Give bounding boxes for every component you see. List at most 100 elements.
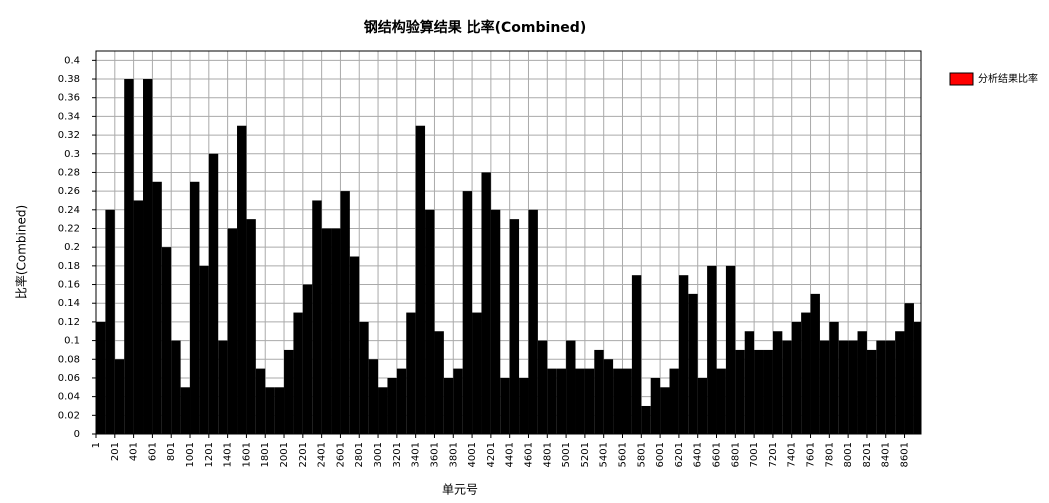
x-tick-label: 6801 [730, 442, 741, 467]
y-tick-label: 0.18 [58, 261, 80, 272]
x-tick-label: 8201 [862, 442, 873, 467]
bar [763, 349, 773, 434]
x-tick-label: 5601 [617, 442, 628, 467]
bar [735, 349, 745, 434]
bar [772, 331, 783, 434]
y-tick-label: 0.02 [58, 410, 80, 421]
x-tick-label: 5801 [636, 442, 647, 467]
x-tick-label: 4201 [486, 442, 497, 467]
bar [199, 265, 209, 434]
y-tick-label: 0.22 [58, 223, 80, 234]
bar [180, 387, 191, 434]
bar [697, 377, 708, 434]
y-tick-label: 0.04 [58, 392, 80, 403]
x-tick-label: 2001 [279, 442, 290, 467]
bar [810, 293, 820, 434]
x-tick-label: 1401 [223, 442, 234, 467]
bar [171, 340, 181, 434]
bar [368, 359, 379, 434]
x-tick-label: 3601 [429, 442, 440, 467]
x-tick-label: 8601 [900, 442, 911, 467]
bar [406, 312, 416, 434]
bar [349, 256, 360, 434]
x-tick-label: 1 [91, 442, 102, 448]
y-tick-label: 0 [74, 429, 80, 440]
bar [876, 340, 886, 434]
bar [114, 359, 125, 434]
y-tick-label: 0.2 [64, 242, 80, 253]
y-tick-label: 0.4 [64, 55, 80, 66]
bar [801, 312, 811, 434]
bar [857, 331, 867, 434]
x-axis-label: 单元号 [442, 483, 478, 497]
plot-frame [95, 50, 922, 435]
bar [331, 228, 341, 434]
bar [190, 181, 200, 434]
bar [340, 191, 350, 434]
x-tick-label: 3001 [373, 442, 384, 467]
x-tick-label: 3801 [448, 442, 459, 467]
bar [453, 368, 463, 434]
bar [791, 321, 802, 434]
bar [472, 312, 482, 434]
bar [396, 368, 407, 434]
bar [725, 265, 736, 434]
bar [669, 368, 679, 434]
x-tick-label: 2201 [298, 442, 309, 467]
bar [904, 303, 914, 434]
legend-swatch [949, 72, 974, 86]
bar [237, 125, 247, 435]
x-tick-label: 5401 [599, 442, 610, 467]
bar [829, 321, 839, 434]
bar [584, 368, 595, 434]
bar [650, 377, 661, 434]
y-axis-label: 比率(Combined) [14, 205, 29, 299]
bar [312, 200, 322, 434]
y-tick-label: 0.28 [58, 167, 80, 178]
bar [293, 312, 303, 434]
bar [819, 340, 830, 434]
x-tick-label: 7201 [768, 442, 779, 467]
x-tick-label: 601 [147, 442, 158, 461]
bar [744, 331, 755, 434]
bar [227, 228, 238, 434]
x-tick-label: 4601 [523, 442, 534, 467]
bar [885, 340, 896, 434]
bar [566, 340, 576, 434]
x-tick-label: 7801 [824, 442, 835, 467]
x-tick-label: 2401 [317, 442, 328, 467]
x-tick-label: 7401 [787, 442, 798, 467]
x-tick-label: 7601 [806, 442, 817, 467]
bar [152, 181, 162, 434]
x-tick-label: 6001 [655, 442, 666, 467]
bar [613, 368, 623, 434]
bar [378, 387, 388, 434]
bar [246, 219, 256, 434]
x-tick-label: 1601 [241, 442, 252, 467]
bar [302, 284, 313, 434]
y-tick-label: 0.1 [64, 336, 80, 347]
x-tick-label: 1001 [185, 442, 196, 467]
x-tick-label: 7001 [749, 442, 760, 467]
y-tick-label: 0.3 [64, 149, 80, 160]
x-tick-label: 201 [110, 442, 121, 461]
bar [387, 377, 397, 434]
x-tick-label: 1201 [204, 442, 215, 467]
bar [284, 349, 294, 434]
bar [556, 368, 567, 434]
bar [509, 219, 520, 434]
bar [782, 340, 792, 434]
bar [274, 387, 285, 434]
x-tick-label: 5001 [561, 442, 572, 467]
bar [528, 209, 538, 434]
bar [895, 331, 905, 434]
x-tick-label: 8001 [843, 442, 854, 467]
bar [481, 172, 491, 434]
x-tick-label: 2801 [354, 442, 365, 467]
bar [161, 247, 172, 434]
bar [415, 125, 426, 435]
bar [575, 368, 585, 434]
bar [321, 228, 332, 434]
bar [913, 321, 921, 434]
